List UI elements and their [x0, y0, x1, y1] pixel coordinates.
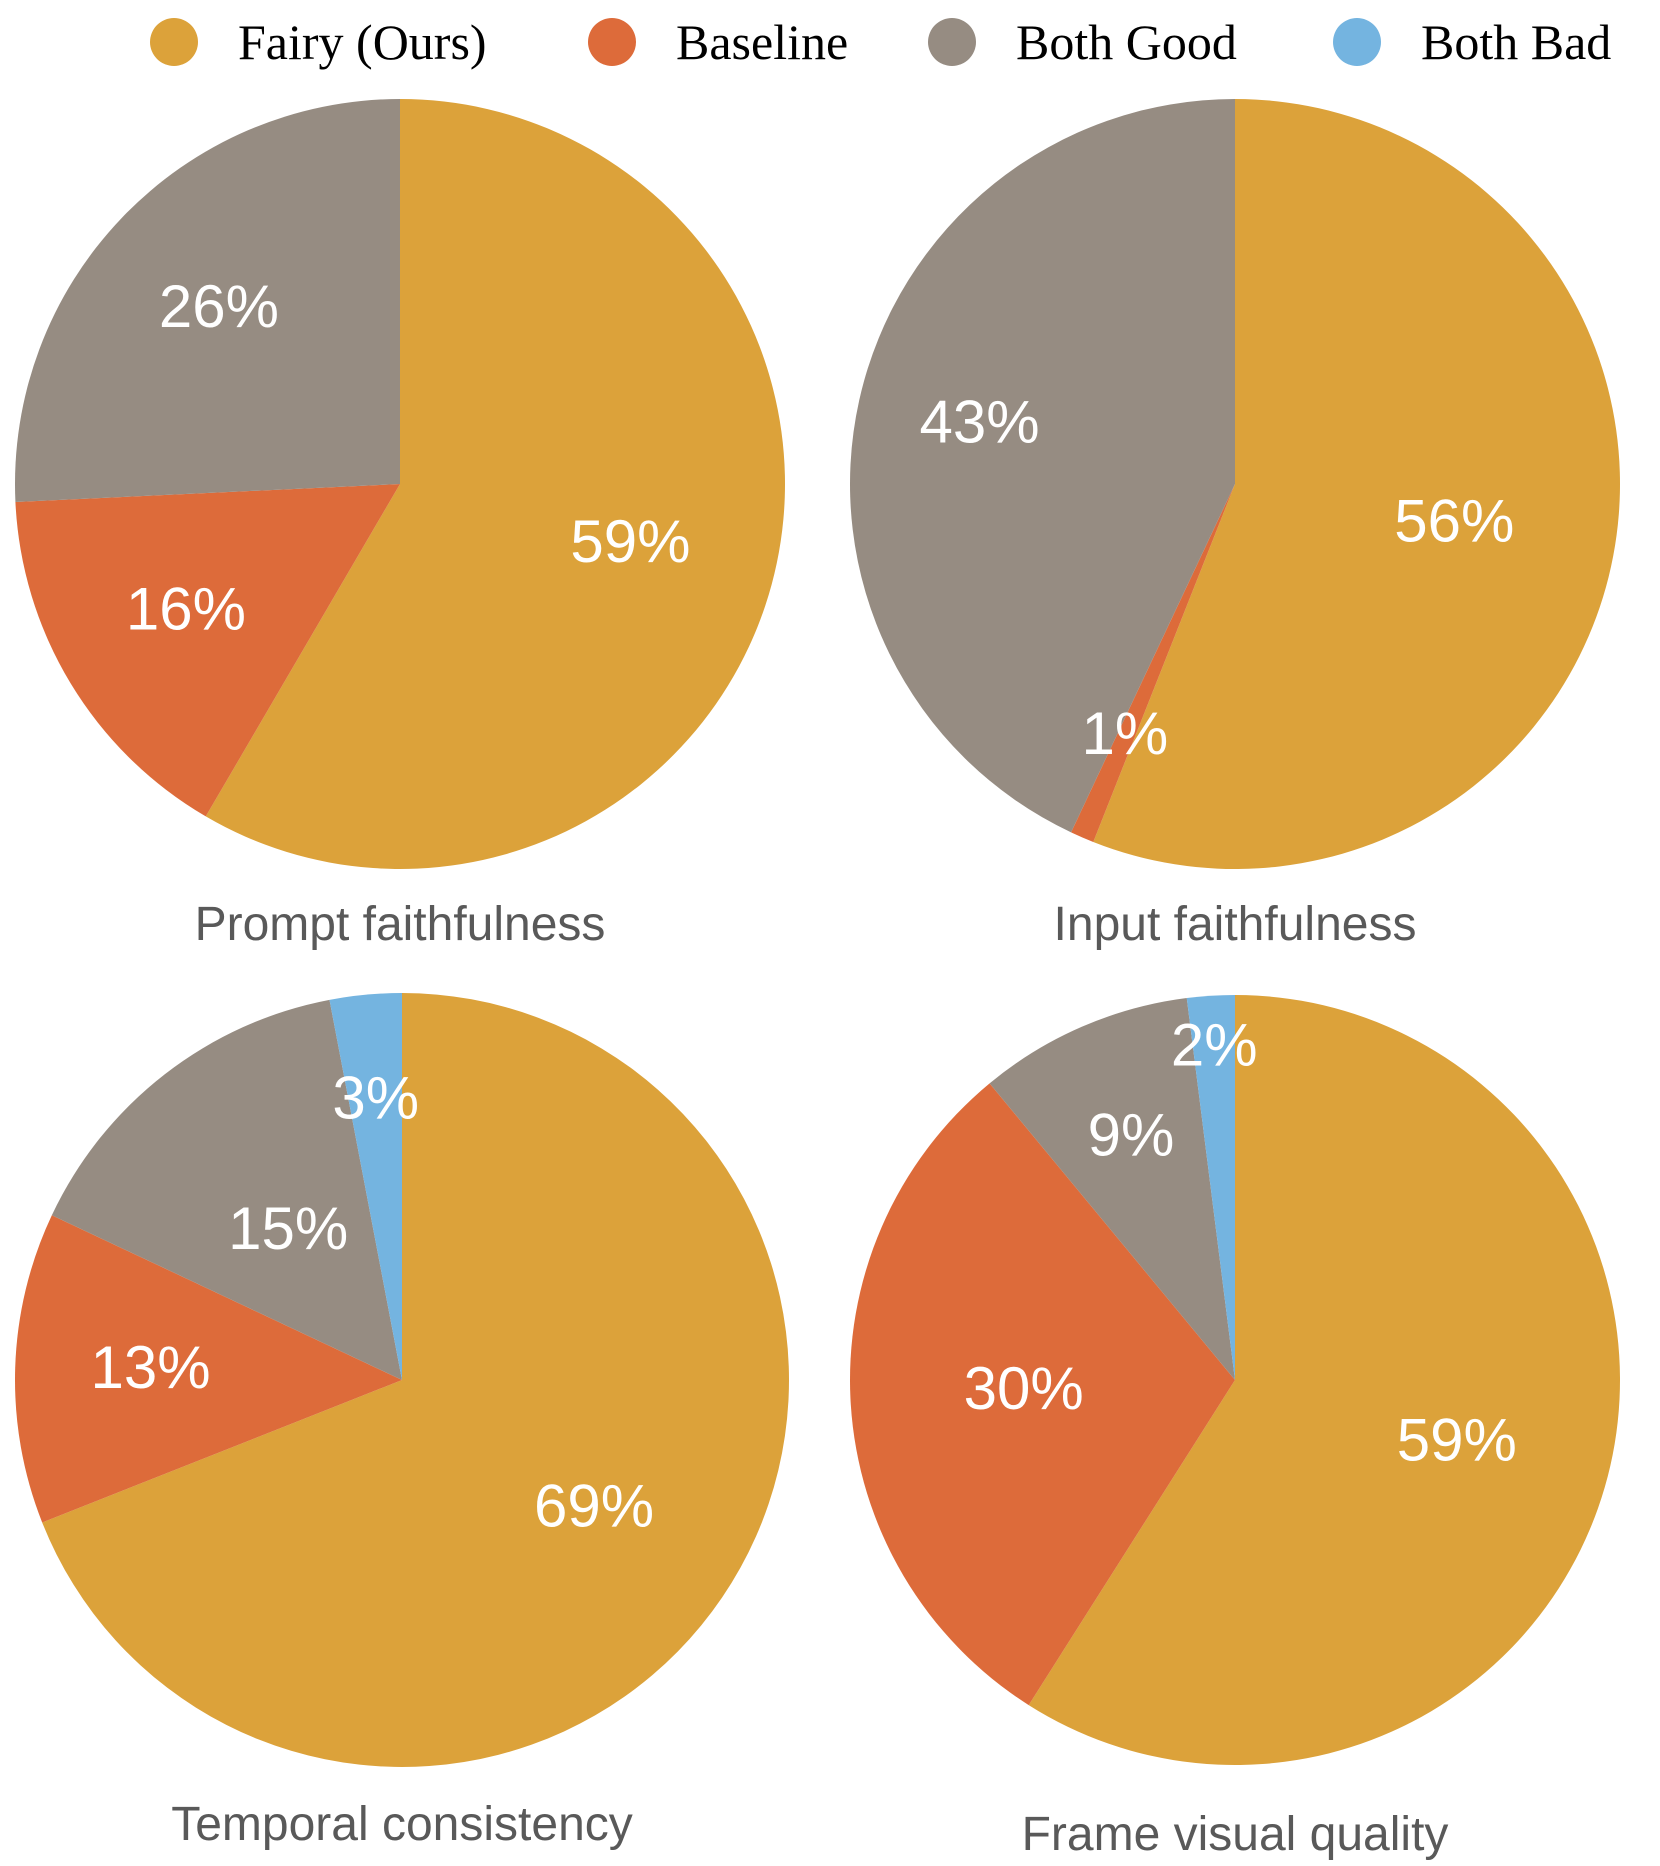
- pie-slice-both-good: [989, 998, 1235, 1380]
- pie-slice-fairy-ours: [205, 99, 786, 869]
- slice-value-label: 2%: [1171, 1011, 1258, 1078]
- legend-swatch-baseline: [588, 18, 636, 66]
- legend-label-baseline: Baseline: [676, 14, 849, 70]
- legend-label-both-bad: Both Bad: [1421, 14, 1612, 70]
- slice-value-label: 13%: [91, 1334, 211, 1401]
- pie-chart-4: 59% 30% 9% 2% Frame visual quality: [850, 995, 1620, 1861]
- legend-item-baseline: Baseline: [588, 12, 848, 72]
- legend-label-both-good: Both Good: [1016, 14, 1237, 70]
- slice-value-label: 1%: [1082, 700, 1169, 767]
- pie-slice-both-good: [850, 99, 1235, 833]
- slice-value-label: 69%: [534, 1472, 654, 1539]
- slice-value-label: 43%: [919, 389, 1039, 456]
- pie-slice-baseline: [850, 1083, 1235, 1706]
- legend-item-both-good: Both Good: [928, 12, 1237, 72]
- chart-title: Frame visual quality: [1022, 1808, 1449, 1861]
- pie-chart-1: 59% 16% 26% Prompt faithfulness: [15, 99, 786, 951]
- pie-slice-both-bad: [329, 993, 402, 1380]
- legend-item-fairy: Fairy (Ours): [150, 12, 487, 72]
- slice-value-label: 56%: [1394, 488, 1514, 555]
- pie-slice-fairy-ours: [1028, 995, 1620, 1765]
- legend-swatch-both-bad: [1333, 18, 1381, 66]
- pie-chart-2: 56% 1% 43% Input faithfulness: [850, 99, 1620, 951]
- pie-slice-fairy-ours: [42, 993, 789, 1768]
- slice-value-label: 15%: [228, 1195, 348, 1262]
- slice-value-label: 59%: [1397, 1406, 1517, 1473]
- slice-value-label: 3%: [332, 1064, 419, 1131]
- slice-value-label: 16%: [126, 575, 246, 642]
- slice-value-label: 59%: [570, 508, 690, 575]
- legend-swatch-fairy: [150, 18, 198, 66]
- chart-title: Prompt faithfulness: [195, 898, 606, 951]
- legend-item-both-bad: Both Bad: [1333, 12, 1611, 72]
- legend: Fairy (Ours) Baseline Both Good Both Bad: [0, 0, 1660, 84]
- legend-swatch-both-good: [928, 18, 976, 66]
- slice-value-label: 30%: [964, 1355, 1084, 1422]
- slice-value-label: 26%: [159, 273, 279, 340]
- pie-chart-3: 69% 13% 15% 3% Temporal consistency: [14, 993, 789, 1851]
- pie-slice-baseline: [15, 484, 401, 817]
- legend-label-fairy: Fairy (Ours): [238, 14, 487, 70]
- slice-value-label: 9%: [1088, 1102, 1175, 1169]
- pie-slice-both-good: [51, 999, 402, 1380]
- pie-slice-baseline: [1071, 484, 1235, 842]
- pie-slice-both-bad: [1186, 995, 1235, 1380]
- pie-slice-both-good: [15, 99, 401, 502]
- pie-slice-baseline: [14, 1215, 402, 1523]
- chart-title: Temporal consistency: [171, 1798, 633, 1851]
- chart-title: Input faithfulness: [1054, 898, 1417, 951]
- pie-slice-fairy-ours: [1093, 99, 1620, 869]
